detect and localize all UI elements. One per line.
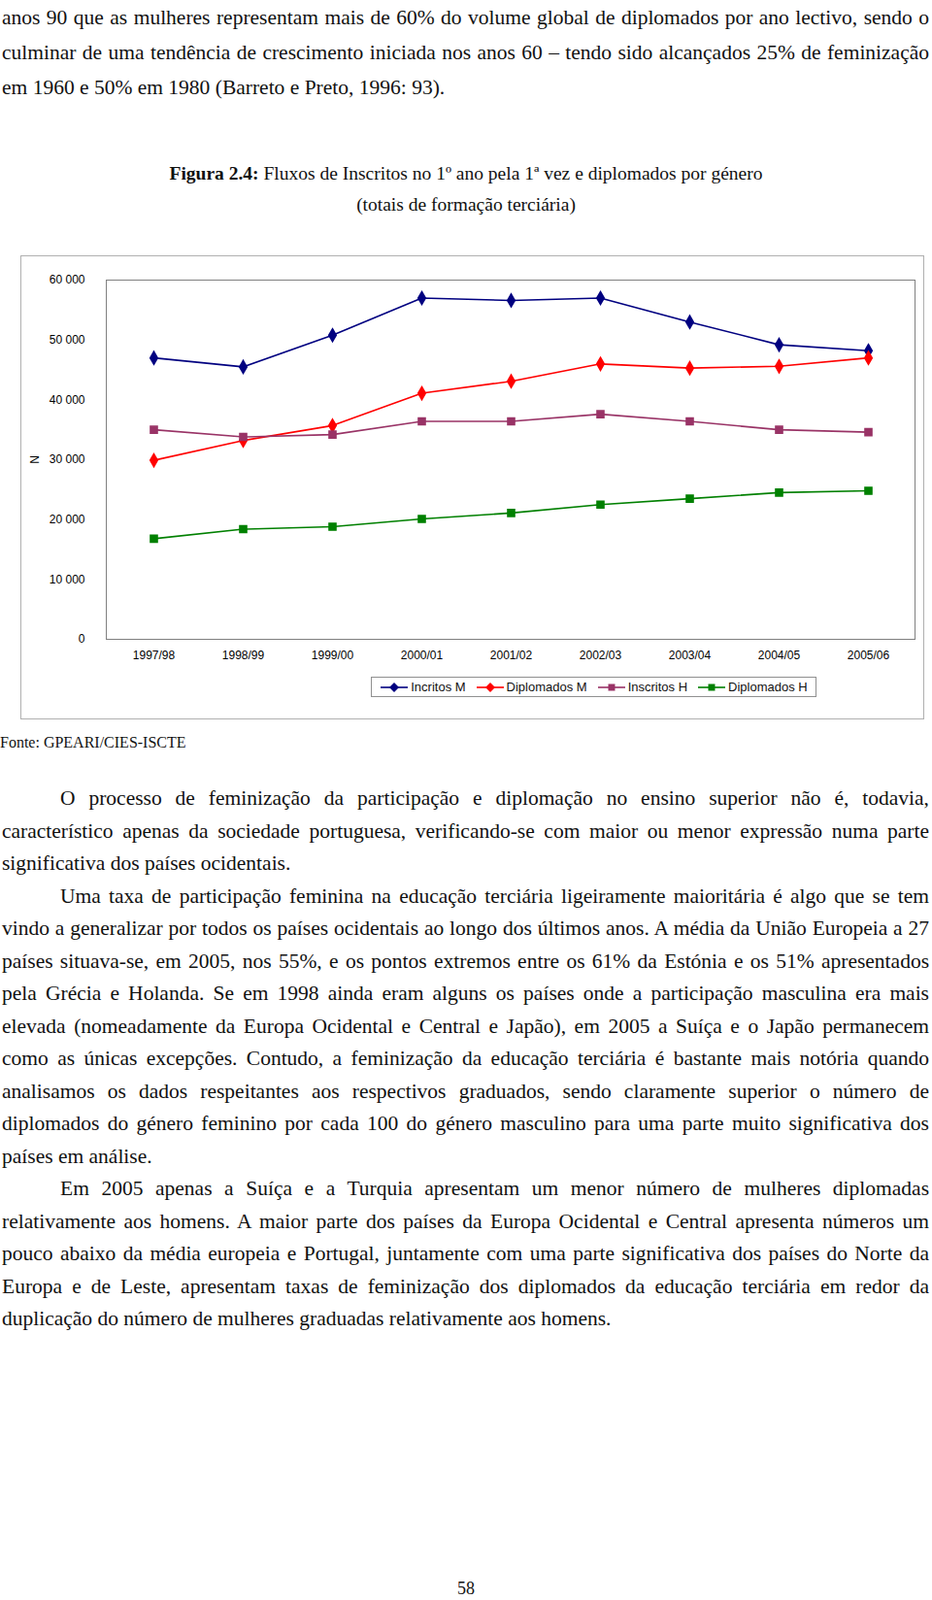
html-text:(totais de formação terciária): (totais de formação terciária) <box>356 194 576 215</box>
html-text:Diplomados H: Diplomados H <box>728 679 808 695</box>
svg-text:2002/03: 2002/03 <box>579 648 623 663</box>
svg-text:N: N <box>28 455 42 465</box>
html-text:Em 2005 apenas a Suíça e a Tur: Em 2005 apenas a Suíça e a Turquia apres… <box>1 1176 930 1331</box>
html-text:Diplomados M: Diplomados M <box>506 679 588 695</box>
svg-text:30 000: 30 000 <box>49 452 86 466</box>
svg-text:2005/06: 2005/06 <box>847 648 891 663</box>
svg-text:1998/99: 1998/99 <box>222 648 266 663</box>
html-text:Inscritos H: Inscritos H <box>627 679 688 695</box>
html-text:58: 58 <box>457 1578 475 1598</box>
html-text:Incritos M: Incritos M <box>410 679 466 695</box>
svg-text:1999/00: 1999/00 <box>311 648 355 663</box>
svg-text:2004/05: 2004/05 <box>758 648 801 663</box>
html-text:Fonte: GPEARI/CIES-ISCTE: Fonte: GPEARI/CIES-ISCTE <box>0 733 187 751</box>
svg-text:2000/01: 2000/01 <box>400 648 444 663</box>
svg-text:20 000: 20 000 <box>49 512 86 527</box>
html-text:Uma taxa de participação femin: Uma taxa de participação feminina na edu… <box>1 883 930 1168</box>
svg-text:10 000: 10 000 <box>49 572 86 587</box>
html-text:Figura 2.4: Fluxos de Inscrito: Figura 2.4: Fluxos de Inscritos no 1º an… <box>169 163 763 184</box>
svg-text:1997/98: 1997/98 <box>133 648 176 663</box>
html-text:anos 90 que as mulheres repres: anos 90 que as mulheres representam mais… <box>1 5 930 100</box>
svg-text:40 000: 40 000 <box>49 393 86 407</box>
svg-text:2003/04: 2003/04 <box>668 648 712 663</box>
svg-text:2001/02: 2001/02 <box>490 648 533 663</box>
svg-text:60 000: 60 000 <box>49 272 86 287</box>
svg-text:0: 0 <box>78 632 86 646</box>
svg-text:50 000: 50 000 <box>49 332 86 347</box>
html-text:O processo de feminização da p: O processo de feminização da participaçã… <box>1 786 930 875</box>
